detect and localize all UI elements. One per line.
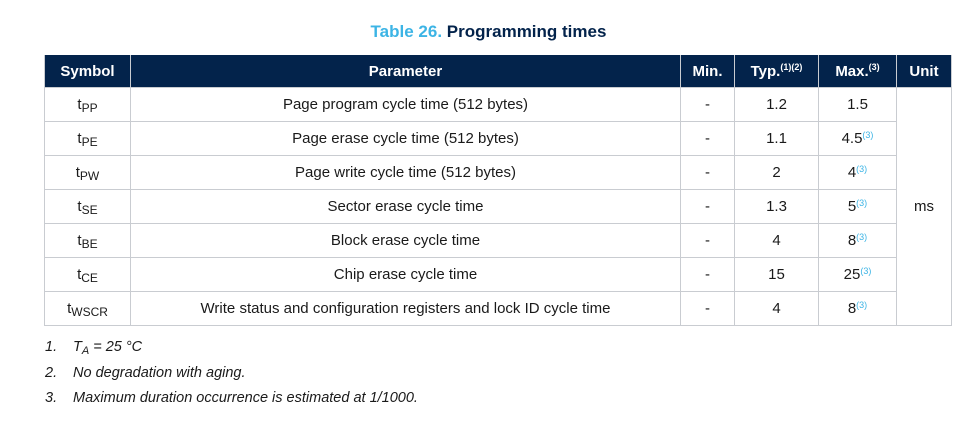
symbol-letter: t — [77, 130, 82, 147]
parameter-cell: Write status and configuration registers… — [130, 291, 681, 326]
max-cell: 1.5 — [818, 87, 897, 122]
footnote-text: T — [73, 339, 82, 355]
max-footnote-ref: (3) — [856, 232, 868, 242]
symbol-subscript: PW — [79, 169, 100, 183]
parameter-cell: Block erase cycle time — [130, 223, 681, 258]
table-header-row: Symbol Parameter Min. Typ.(1)(2) Max.(3)… — [44, 55, 952, 88]
min-cell: - — [680, 155, 735, 190]
parameter-cell: Chip erase cycle time — [130, 257, 681, 292]
typ-cell: 4 — [734, 291, 819, 326]
symbol-letter: t — [77, 96, 82, 113]
symbol-cell: tCE — [44, 257, 131, 292]
footnote-item: 3. Maximum duration occurrence is estimat… — [45, 388, 418, 414]
min-cell: - — [680, 257, 735, 292]
table-title: Programming times — [446, 22, 607, 41]
symbol-letter: t — [67, 300, 72, 317]
footnote-number: 3. — [45, 390, 58, 406]
max-value: 8 — [847, 232, 857, 249]
max-value: 25 — [843, 266, 861, 283]
header-max: Max.(3) — [818, 55, 897, 88]
header-typ-label: Typ. — [750, 62, 781, 80]
min-cell: - — [680, 189, 735, 224]
header-typ: Typ.(1)(2) — [734, 55, 819, 88]
symbol-cell: tSE — [44, 189, 131, 224]
symbol-letter: t — [77, 232, 82, 249]
unit-cell: ms — [896, 87, 952, 326]
table-row: tSE Sector erase cycle time -1.3 5(3) — [44, 189, 952, 224]
symbol-subscript: BE — [81, 237, 98, 251]
typ-cell: 1.3 — [734, 189, 819, 224]
typ-cell: 1.2 — [734, 87, 819, 122]
min-cell: - — [680, 223, 735, 258]
symbol-cell: tPP — [44, 87, 131, 122]
max-cell: 4(3) — [818, 155, 897, 190]
max-cell: 8(3) — [818, 223, 897, 258]
symbol-letter: t — [77, 198, 82, 215]
symbol-subscript: PE — [81, 135, 98, 149]
max-value: 4.5 — [841, 130, 863, 147]
programming-times-table: Symbol Parameter Min. Typ.(1)(2) Max.(3)… — [44, 55, 952, 326]
table-body: tPP Page program cycle time (512 bytes) -1… — [44, 87, 952, 326]
max-cell: 8(3) — [818, 291, 897, 326]
symbol-subscript: PP — [81, 101, 98, 115]
header-parameter: Parameter — [130, 55, 681, 88]
max-value: 8 — [847, 300, 857, 317]
max-footnote-ref: (3) — [856, 198, 868, 208]
typ-cell: 2 — [734, 155, 819, 190]
symbol-letter: t — [75, 164, 80, 181]
header-unit: Unit — [896, 55, 952, 88]
header-typ-notes: (1)(2) — [780, 61, 803, 72]
header-max-notes: (3) — [868, 61, 880, 72]
max-footnote-ref: (3) — [862, 130, 874, 140]
max-cell: 4.5(3) — [818, 121, 897, 156]
typ-cell: 15 — [734, 257, 819, 292]
max-cell: 25(3) — [818, 257, 897, 292]
header-max-label: Max. — [835, 62, 869, 80]
table-row: tBE Block erase cycle time -4 8(3) — [44, 223, 952, 258]
footnote-subscript: A — [81, 345, 90, 357]
min-cell: - — [680, 87, 735, 122]
symbol-cell: tBE — [44, 223, 131, 258]
max-footnote-ref: (3) — [856, 164, 868, 174]
footnote-text: No degradation with aging. — [73, 364, 246, 381]
parameter-cell: Page erase cycle time (512 bytes) — [130, 121, 681, 156]
footnote-item: 1. TA = 25 °C — [45, 337, 418, 363]
table-row: tPW Page write cycle time (512 bytes) -2 4(… — [44, 155, 952, 190]
header-min: Min. — [680, 55, 735, 88]
symbol-cell: tWSCR — [44, 291, 131, 326]
max-cell: 5(3) — [818, 189, 897, 224]
max-footnote-ref: (3) — [860, 266, 872, 276]
min-cell: - — [680, 121, 735, 156]
typ-cell: 1.1 — [734, 121, 819, 156]
max-value: 5 — [847, 198, 857, 215]
symbol-cell: tPE — [44, 121, 131, 156]
table-caption: Table 26. Programming times — [0, 20, 977, 44]
footnote-item: 2. No degradation with aging. — [45, 363, 418, 389]
footnote-number: 2. — [45, 364, 58, 381]
symbol-subscript: SE — [81, 203, 98, 217]
table-row: tCE Chip erase cycle time -15 25(3) — [44, 257, 952, 292]
symbol-subscript: CE — [81, 271, 98, 285]
min-cell: - — [680, 291, 735, 326]
typ-cell: 4 — [734, 223, 819, 258]
table-row: tPP Page program cycle time (512 bytes) -1… — [44, 87, 952, 326]
header-symbol: Symbol — [44, 55, 131, 88]
footnote-text-tail: = 25 °C — [89, 339, 143, 355]
footnotes-list: 1. TA = 25 °C 2. No degradation with aging.… — [45, 337, 418, 414]
parameter-cell: Page program cycle time (512 bytes) — [130, 87, 681, 122]
max-value: 1.5 — [847, 96, 868, 113]
symbol-subscript: WSCR — [71, 305, 108, 319]
footnote-text: Maximum duration occurrence is estimated… — [73, 390, 418, 406]
footnote-number: 1. — [45, 339, 58, 355]
max-footnote-ref: (3) — [856, 300, 868, 310]
table-row: tWSCR Write status and configuration regi… — [44, 291, 952, 326]
table-row: tPE Page erase cycle time (512 bytes) -1.1… — [44, 121, 952, 156]
max-value: 4 — [847, 164, 857, 181]
table-number: Table 26. — [370, 22, 443, 41]
symbol-letter: t — [77, 266, 82, 283]
parameter-cell: Page write cycle time (512 bytes) — [130, 155, 681, 190]
parameter-cell: Sector erase cycle time — [130, 189, 681, 224]
symbol-cell: tPW — [44, 155, 131, 190]
